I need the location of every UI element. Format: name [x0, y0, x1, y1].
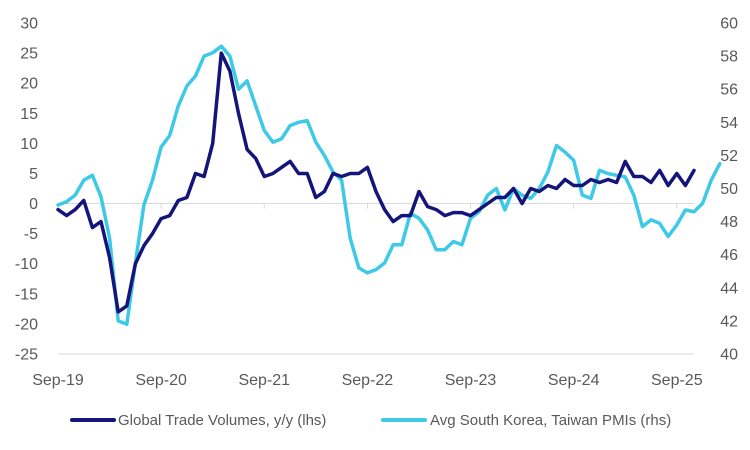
y-right-tick-label: 56 [720, 82, 738, 99]
pmi-series-line [56, 44, 722, 326]
y-left-tick-label: -10 [15, 256, 38, 273]
legend-item-pmi: Avg South Korea, Taiwan PMIs (rhs) [381, 412, 671, 429]
x-tick-label: Sep-20 [135, 372, 187, 389]
y-left-tick-label: 30 [20, 16, 38, 33]
y-left-tick-label: 5 [29, 166, 38, 183]
y-left-tick-label: 0 [29, 196, 38, 213]
trade-volumes-series-line [56, 51, 696, 314]
x-tick-label: Sep-21 [238, 372, 290, 389]
x-tick-label: Sep-22 [342, 372, 394, 389]
y-left-tick-label: -20 [15, 316, 38, 333]
y-left-axis: 30 25 20 15 10 5 0 -5 -10 -15 -20 -25 [15, 16, 38, 364]
legend-label: Avg South Korea, Taiwan PMIs (rhs) [430, 412, 671, 429]
legend-item-trade-volumes: Global Trade Volumes, y/y (lhs) [70, 412, 326, 429]
x-tick-label: Sep-23 [445, 372, 497, 389]
x-tick-label: Sep-25 [651, 372, 703, 389]
x-axis: Sep-19 Sep-20 Sep-21 Sep-22 Sep-23 Sep-24 Sep-… [32, 203, 703, 389]
y-right-tick-label: 50 [720, 181, 738, 198]
y-right-tick-label: 54 [720, 115, 738, 132]
y-right-tick-label: 58 [720, 49, 738, 66]
y-right-tick-label: 40 [720, 347, 738, 364]
y-right-axis: 60 58 56 54 52 50 48 46 44 42 40 [720, 16, 738, 364]
y-right-tick-label: 42 [720, 313, 738, 330]
series-lines [56, 44, 722, 326]
y-left-tick-label: 25 [20, 46, 38, 63]
legend-label: Global Trade Volumes, y/y (lhs) [118, 412, 326, 429]
y-left-tick-label: -25 [15, 347, 38, 364]
y-left-tick-label: 20 [20, 76, 38, 93]
y-right-tick-label: 60 [720, 16, 738, 33]
legend: Global Trade Volumes, y/y (lhs) Avg South… [70, 412, 671, 429]
y-left-tick-label: -15 [15, 286, 38, 303]
y-right-tick-label: 44 [720, 280, 738, 297]
y-left-tick-label: 15 [20, 106, 38, 123]
y-right-tick-label: 46 [720, 247, 738, 264]
x-tick-label: Sep-19 [32, 372, 84, 389]
y-left-tick-label: 10 [20, 136, 38, 153]
y-right-tick-label: 52 [720, 148, 738, 165]
y-left-tick-label: -5 [24, 226, 38, 243]
y-right-tick-label: 48 [720, 214, 738, 231]
x-tick-label: Sep-24 [548, 372, 600, 389]
